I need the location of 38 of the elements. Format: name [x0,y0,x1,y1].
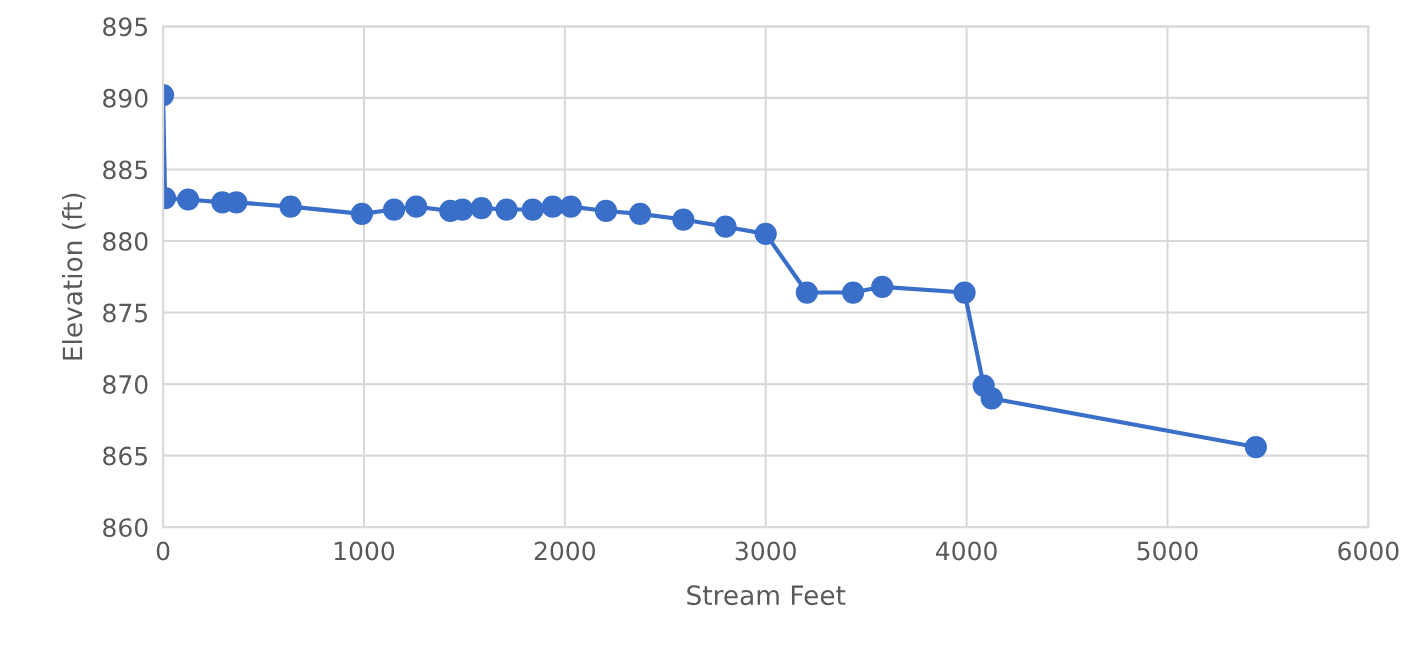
point [177,188,200,211]
point [1244,435,1267,459]
point [629,202,652,225]
point [754,222,777,245]
point [521,198,544,221]
y-tick-label: 875 [103,303,147,323]
y-tick-label: 860 [103,518,148,538]
point [672,208,695,231]
point [980,387,1003,410]
point [841,281,865,304]
x-tick-label: 6000 [1338,541,1399,561]
x-axis-title: Stream Feet [687,585,846,606]
point [405,195,428,218]
y-tick-label: 865 [103,446,147,466]
y-tick-label: 880 [103,231,148,251]
point [382,198,406,221]
x-tick-label: 2000 [534,541,595,561]
point [541,195,564,218]
point [795,281,819,304]
y-axis-title: Elevation (ft) [62,193,86,360]
point [559,195,582,218]
x-tick-label: 3000 [735,541,796,561]
point [279,195,302,218]
point [871,275,894,298]
x-tick-label: 5000 [1137,541,1198,561]
y-tick-label: 870 [103,375,148,394]
point [470,196,493,220]
point [495,198,518,221]
y-tick-label: 895 [103,17,147,37]
x-tick-label: 1000 [334,541,395,561]
y-tick-label: 885 [103,160,147,180]
x-tick-label: 0 [156,541,170,561]
y-tick-label: 890 [103,88,148,108]
x-tick-label: 4000 [936,541,997,561]
point [714,215,737,238]
point [594,199,618,223]
point [953,281,976,304]
point [350,202,374,225]
